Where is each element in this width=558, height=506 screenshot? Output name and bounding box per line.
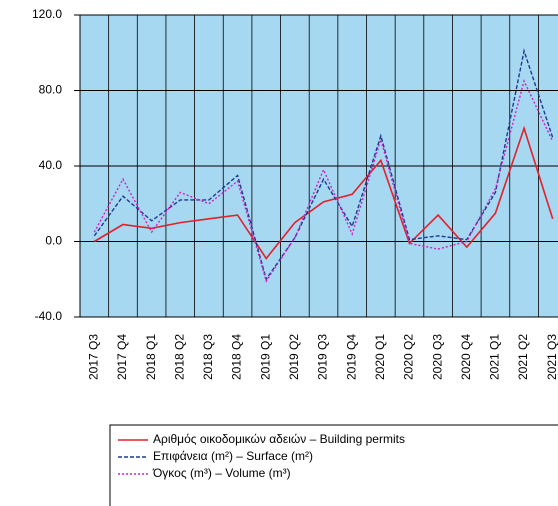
x-tick-label: 2021 Q3 <box>545 334 558 380</box>
x-tick-label: 2020 Q3 <box>430 334 444 380</box>
y-tick-label: 0.0 <box>45 234 62 248</box>
x-tick-label: 2020 Q4 <box>459 334 473 380</box>
x-tick-label: 2018 Q4 <box>230 334 244 380</box>
x-tick-label: 2021 Q2 <box>516 334 530 380</box>
x-tick-label: 2017 Q4 <box>115 334 129 380</box>
x-tick-label: 2018 Q3 <box>201 334 215 380</box>
y-tick-label: 80.0 <box>39 83 63 97</box>
y-tick-label: -40.0 <box>35 309 63 323</box>
x-tick-label: 2017 Q3 <box>86 334 100 380</box>
x-tick-label: 2019 Q3 <box>316 334 330 380</box>
legend-label: Όγκος (m³) – Volume (m³) <box>152 466 291 480</box>
legend-label: Αριθμός οικοδομικών αδειών – Building pe… <box>153 432 405 446</box>
x-tick-label: 2020 Q1 <box>373 334 387 380</box>
x-tick-label: 2019 Q2 <box>287 334 301 380</box>
y-tick-label: 40.0 <box>39 158 63 172</box>
series-line <box>93 125 554 260</box>
y-tick-label: 120.0 <box>32 7 62 21</box>
x-tick-label: 2018 Q2 <box>172 334 186 380</box>
x-tick-label: 2018 Q1 <box>144 334 158 380</box>
x-tick-label: 2019 Q4 <box>344 334 358 380</box>
x-tick-label: 2021 Q1 <box>488 334 502 380</box>
legend-label: Επιφάνεια (m²) – Surface (m²) <box>153 449 313 463</box>
series-line <box>93 79 554 283</box>
x-tick-label: 2019 Q1 <box>258 334 272 380</box>
legend-box <box>109 424 558 506</box>
x-tick-label: 2020 Q2 <box>402 334 416 380</box>
